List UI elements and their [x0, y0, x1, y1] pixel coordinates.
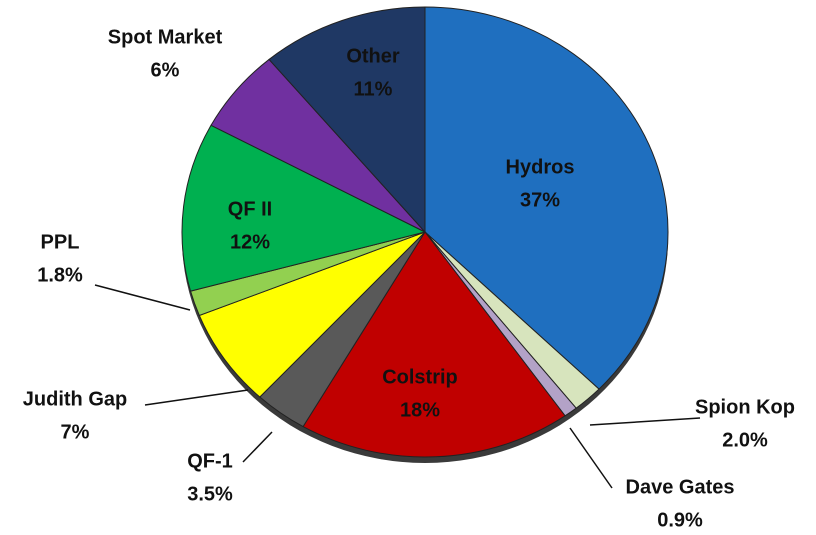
slice-value-label: 2.0%: [722, 429, 768, 451]
leader-line: [94, 284, 191, 311]
slice-label: Dave Gates: [626, 476, 735, 498]
slice-label: Judith Gap: [23, 388, 127, 410]
slice-value-label: 11%: [354, 78, 393, 100]
slice-label: Hydros: [506, 156, 575, 178]
leader-line: [569, 427, 613, 489]
slice-label: Spion Kop: [695, 396, 795, 418]
slice-label: Colstrip: [382, 366, 458, 388]
slice-label: QF-1: [187, 450, 233, 472]
slice-label: Other: [346, 45, 400, 67]
slice-value-label: 0.9%: [657, 509, 703, 530]
leader-line: [144, 389, 249, 406]
pie-slice: [268, 6, 426, 234]
slice-value-label: 37%: [520, 189, 560, 211]
slice-label: Spot Market: [108, 26, 223, 48]
slice-value-label: 1.8%: [37, 264, 83, 286]
leader-line: [589, 417, 701, 426]
pie-slice: [181, 124, 427, 292]
pie-slice: [198, 231, 426, 398]
slice-value-label: 6%: [151, 59, 180, 81]
slice-label: QF II: [228, 198, 272, 220]
slice-value-label: 3.5%: [187, 483, 233, 505]
pie-slice: [302, 231, 566, 458]
slice-value-label: 7%: [61, 421, 90, 443]
slice-value-label: 18%: [400, 399, 440, 421]
leader-line: [242, 431, 273, 463]
pie-slice: [424, 6, 669, 390]
slice-value-label: 12%: [230, 231, 270, 253]
slice-label: PPL: [41, 231, 80, 253]
